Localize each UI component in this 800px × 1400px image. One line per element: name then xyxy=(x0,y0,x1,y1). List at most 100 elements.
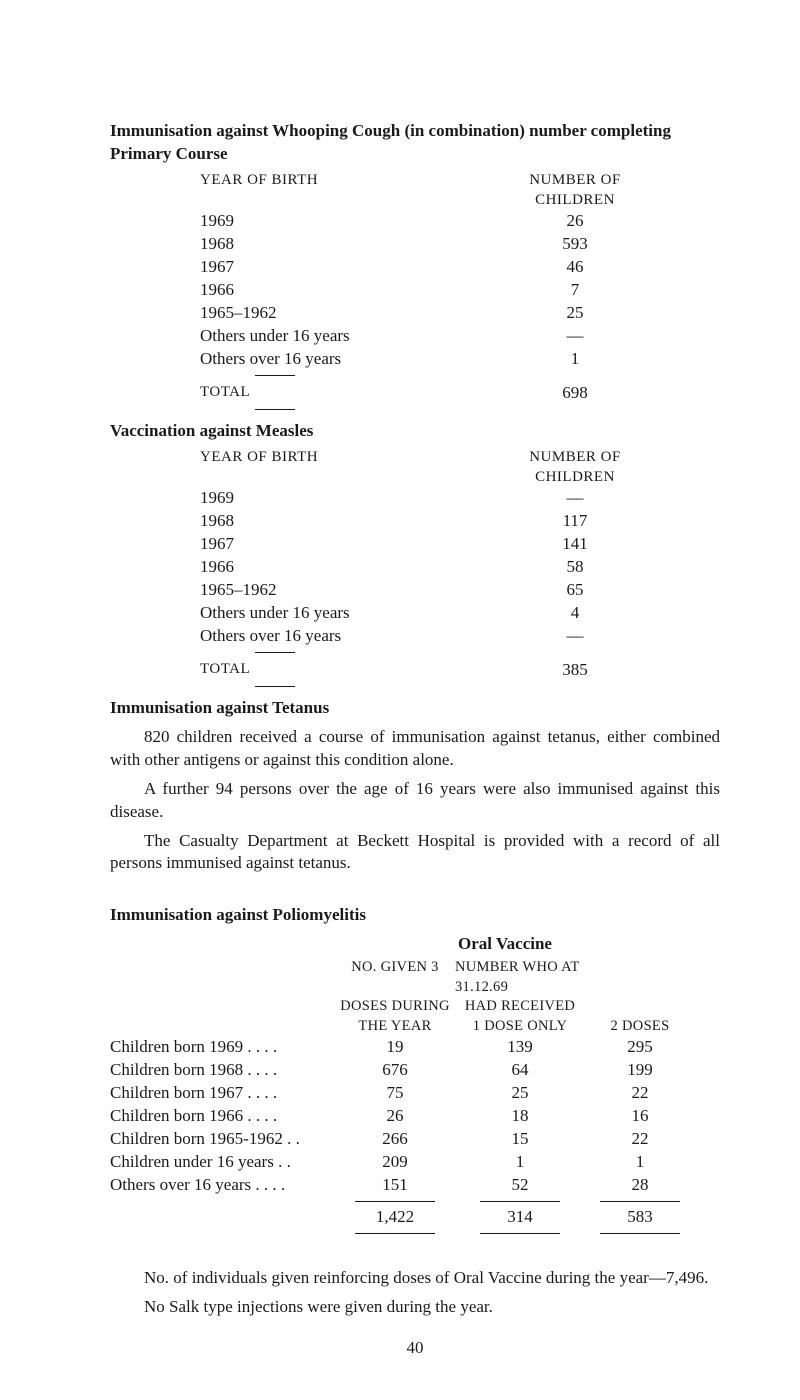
polio-total-a: 1,422 xyxy=(335,1206,455,1229)
row-value-b: 15 xyxy=(455,1128,585,1151)
table-row: 1968117 xyxy=(200,510,720,533)
row-value-c: 22 xyxy=(585,1128,695,1151)
row-value: — xyxy=(500,625,650,648)
rule xyxy=(480,1233,560,1234)
row-label: 1968 xyxy=(200,233,500,256)
row-label: 1967 xyxy=(200,533,500,556)
polio-table: Oral Vaccine NO. GIVEN 3 NUMBER WHO AT 3… xyxy=(110,933,720,1238)
row-label: Others under 16 years xyxy=(200,602,500,625)
row-value: — xyxy=(500,325,650,348)
table-row: Children born 1967 . . . .752522 xyxy=(110,1082,720,1105)
row-value: 1 xyxy=(500,348,650,371)
row-value-a: 209 xyxy=(335,1151,455,1174)
s2-header-right: NUMBER OF CHILDREN xyxy=(500,447,650,488)
table-row: 1967141 xyxy=(200,533,720,556)
polio-head-c1: 1 DOSE ONLY xyxy=(455,1017,585,1037)
page-number: 40 xyxy=(110,1337,720,1360)
row-label: 1969 xyxy=(200,210,500,233)
table-row: Children born 1965-1962 . .2661522 xyxy=(110,1128,720,1151)
row-value-b: 18 xyxy=(455,1105,585,1128)
footer-para2: No Salk type injections were given durin… xyxy=(110,1296,720,1319)
table-row: 1965–196225 xyxy=(200,302,720,325)
row-value: 4 xyxy=(500,602,650,625)
row-value: 58 xyxy=(500,556,650,579)
row-label: Children under 16 years . . xyxy=(110,1151,335,1174)
section1-title: Immunisation against Whooping Cough (in … xyxy=(110,120,720,166)
table-row: Children born 1968 . . . .67664199 xyxy=(110,1059,720,1082)
row-label: Children born 1968 . . . . xyxy=(110,1059,335,1082)
row-value-c: 1 xyxy=(585,1151,695,1174)
polio-total-c: 583 xyxy=(585,1206,695,1229)
polio-head-a1: NO. GIVEN 3 xyxy=(335,958,455,997)
rule xyxy=(355,1233,435,1234)
s1-header-right: NUMBER OF CHILDREN xyxy=(500,170,650,211)
polio-head-a2: DOSES DURING xyxy=(335,997,455,1017)
rule xyxy=(355,1201,435,1202)
polio-head-c2: 2 DOSES xyxy=(585,1017,695,1037)
section3-title: Immunisation against Tetanus xyxy=(110,697,720,720)
section2-title: Vaccination against Measles xyxy=(110,420,720,443)
row-label: Others over 16 years xyxy=(200,625,500,648)
section1-table: YEAR OF BIRTH NUMBER OF CHILDREN 1969261… xyxy=(200,170,720,410)
table-row: Others over 16 years . . . .1515228 xyxy=(110,1174,720,1197)
table-row: 1965–196265 xyxy=(200,579,720,602)
row-value-b: 64 xyxy=(455,1059,585,1082)
row-value: 25 xyxy=(500,302,650,325)
s2-total-label: TOTAL xyxy=(200,659,500,682)
row-value-c: 199 xyxy=(585,1059,695,1082)
table-row: Children born 1969 . . . .19139295 xyxy=(110,1036,720,1059)
row-value-a: 676 xyxy=(335,1059,455,1082)
row-label: 1967 xyxy=(200,256,500,279)
row-value: 46 xyxy=(500,256,650,279)
row-value-b: 25 xyxy=(455,1082,585,1105)
s1-header-left: YEAR OF BIRTH xyxy=(200,170,500,211)
table-row: Children under 16 years . .20911 xyxy=(110,1151,720,1174)
rule xyxy=(600,1233,680,1234)
table-row: Children born 1966 . . . .261816 xyxy=(110,1105,720,1128)
s3-para2: A further 94 persons over the age of 16 … xyxy=(110,778,720,824)
rule xyxy=(255,652,295,653)
row-label: 1968 xyxy=(200,510,500,533)
s3-para3: The Casualty Department at Beckett Hospi… xyxy=(110,830,720,876)
rule xyxy=(255,409,295,410)
row-value: 117 xyxy=(500,510,650,533)
table-row: Others over 16 years1 xyxy=(200,348,720,371)
row-value-a: 75 xyxy=(335,1082,455,1105)
document-page: Immunisation against Whooping Cough (in … xyxy=(0,0,800,1400)
row-label: 1969 xyxy=(200,487,500,510)
table-row: 19667 xyxy=(200,279,720,302)
table-row: Others under 16 years— xyxy=(200,325,720,348)
row-value-c: 22 xyxy=(585,1082,695,1105)
rule xyxy=(480,1201,560,1202)
row-value-a: 266 xyxy=(335,1128,455,1151)
row-value: 65 xyxy=(500,579,650,602)
row-value-a: 151 xyxy=(335,1174,455,1197)
table-row: Others under 16 years4 xyxy=(200,602,720,625)
row-value: 593 xyxy=(500,233,650,256)
row-label: Others under 16 years xyxy=(200,325,500,348)
row-label: Children born 1966 . . . . xyxy=(110,1105,335,1128)
polio-head-a3: THE YEAR xyxy=(335,1017,455,1037)
row-value-c: 28 xyxy=(585,1174,695,1197)
row-value-c: 295 xyxy=(585,1036,695,1059)
s2-total-value: 385 xyxy=(500,659,650,682)
row-label: Others over 16 years xyxy=(200,348,500,371)
row-label: Others over 16 years . . . . xyxy=(110,1174,335,1197)
row-value: 7 xyxy=(500,279,650,302)
row-value: 26 xyxy=(500,210,650,233)
table-row: 196658 xyxy=(200,556,720,579)
row-label: 1965–1962 xyxy=(200,302,500,325)
s1-total-value: 698 xyxy=(500,382,650,405)
row-value-c: 16 xyxy=(585,1105,695,1128)
row-label: Children born 1965-1962 . . xyxy=(110,1128,335,1151)
table-row: 1969— xyxy=(200,487,720,510)
row-value: — xyxy=(500,487,650,510)
footer-para1: No. of individuals given reinforcing dos… xyxy=(110,1267,720,1290)
oral-vaccine-title: Oral Vaccine xyxy=(290,933,720,956)
row-label: 1966 xyxy=(200,279,500,302)
row-label: Children born 1969 . . . . xyxy=(110,1036,335,1059)
polio-head-b1: NUMBER WHO AT 31.12.69 xyxy=(455,958,585,997)
polio-total-b: 314 xyxy=(455,1206,585,1229)
polio-head-b2: HAD RECEIVED xyxy=(455,997,585,1017)
table-row: 1968593 xyxy=(200,233,720,256)
